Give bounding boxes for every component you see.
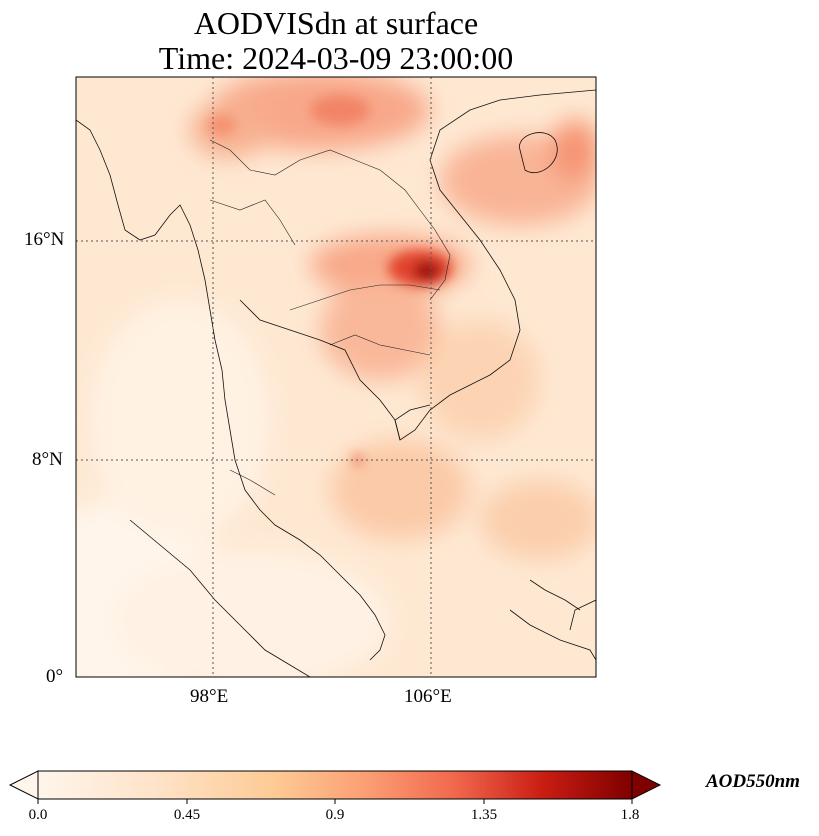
lat-label-16n: 16°N [24,229,65,250]
gridlines [76,77,596,677]
map-frame [75,76,597,678]
coastlines [76,89,596,677]
aod-field [76,77,596,677]
colorbar-tick: 1.35 [470,807,498,823]
colorbar-tick: 1.8 [620,807,640,823]
colorbar-tick: 0.9 [325,807,345,823]
lon-label-106e: 106°E [404,686,452,707]
colorbar [8,770,662,804]
lon-label-98e: 98°E [190,686,229,707]
borders [209,139,451,496]
colorbar-label: AOD550nm [706,771,800,792]
lat-label-8n: 8°N [32,449,63,470]
map-time-subtitle: Time: 2024-03-09 23:00:00 [158,40,514,76]
colorbar-tick: 0.45 [173,807,201,823]
colorbar-tick: 0.0 [28,807,48,823]
map-title: AODVISdn at surface [193,5,479,41]
lat-label-0: 0° [46,666,64,687]
